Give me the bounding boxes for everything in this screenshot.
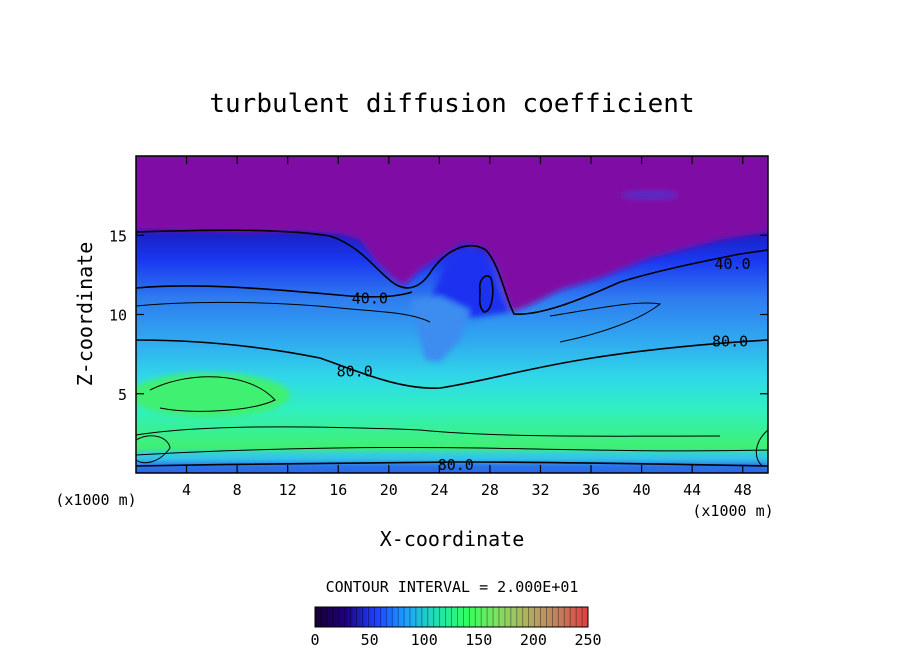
x-axis-ticks: 4 8 12 16 20 24 28 32 36 40 44 48 — [182, 156, 752, 499]
colorbar-tick-label: 100 — [411, 631, 438, 649]
contour-line — [149, 376, 276, 412]
contour-line — [755, 429, 768, 467]
contour-line — [136, 229, 768, 315]
contour-line — [136, 285, 413, 298]
contour-labels: 40.0 40.0 80.0 80.0 80.0 — [337, 255, 751, 474]
contour-line — [136, 461, 768, 467]
contour-label: 40.0 — [352, 290, 388, 308]
contour-line — [478, 275, 494, 313]
y-tick-label: 15 — [109, 227, 127, 245]
colorbar — [315, 607, 588, 627]
x-tick-label: 44 — [683, 481, 701, 499]
colorbar-tick-label: 50 — [361, 631, 379, 649]
deep-blue-dome — [430, 248, 510, 318]
x-tick-label: 20 — [380, 481, 398, 499]
y-axis-ticks: 5 10 15 — [109, 227, 768, 404]
surface-cyan-band — [136, 452, 768, 464]
contour-line — [549, 302, 662, 343]
x-tick-label: 28 — [481, 481, 499, 499]
colorbar-tick-label: 150 — [465, 631, 492, 649]
contour-line — [136, 435, 171, 464]
colorbar-tick-label: 200 — [520, 631, 547, 649]
contour-interval-label: CONTOUR INTERVAL = 2.000E+01 — [326, 578, 579, 596]
x-tick-label: 32 — [531, 481, 549, 499]
contour-label: 40.0 — [715, 255, 751, 273]
purple-region — [136, 156, 768, 312]
chart-title: turbulent diffusion coefficient — [209, 89, 694, 119]
contour-line — [136, 426, 721, 437]
colorbar-frame — [314, 606, 589, 628]
x-tick-label: 24 — [430, 481, 448, 499]
green-blob-left — [136, 373, 290, 417]
x-tick-label: 12 — [279, 481, 297, 499]
x-tick-label: 40 — [633, 481, 651, 499]
x-tick-label: 36 — [582, 481, 600, 499]
y-tick-label: 10 — [109, 307, 127, 325]
x-unit-right: (x1000 m) — [692, 502, 773, 520]
upper-streak — [622, 192, 678, 198]
y-tick-label: 5 — [118, 386, 127, 404]
x-tick-label: 16 — [329, 481, 347, 499]
x-tick-label: 48 — [734, 481, 752, 499]
x-tick-label: 4 — [182, 481, 191, 499]
contour-label: 80.0 — [712, 332, 748, 350]
contour-line — [136, 339, 768, 389]
surface-blue-band — [136, 462, 768, 473]
colorbar-stripes — [320, 607, 583, 627]
x-unit-left: (x1000 m) — [55, 491, 136, 509]
x-tick-label: 8 — [233, 481, 242, 499]
colorbar-ticks: 0 50 100 150 200 250 — [310, 631, 601, 649]
colorbar-tick-label: 250 — [574, 631, 601, 649]
heatmap-field: 40.0 40.0 80.0 80.0 80.0 — [136, 156, 768, 474]
x-axis-label: X-coordinate — [380, 527, 525, 551]
contour-line — [136, 446, 768, 456]
contour-label: 80.0 — [337, 363, 373, 381]
y-axis-label: Z-coordinate — [73, 242, 97, 387]
mid-blue-tongue — [410, 296, 470, 362]
colorbar-tick-label: 0 — [310, 631, 319, 649]
contour-line — [136, 301, 431, 323]
contour-label: 80.0 — [438, 456, 474, 474]
contour-lines — [136, 229, 768, 467]
